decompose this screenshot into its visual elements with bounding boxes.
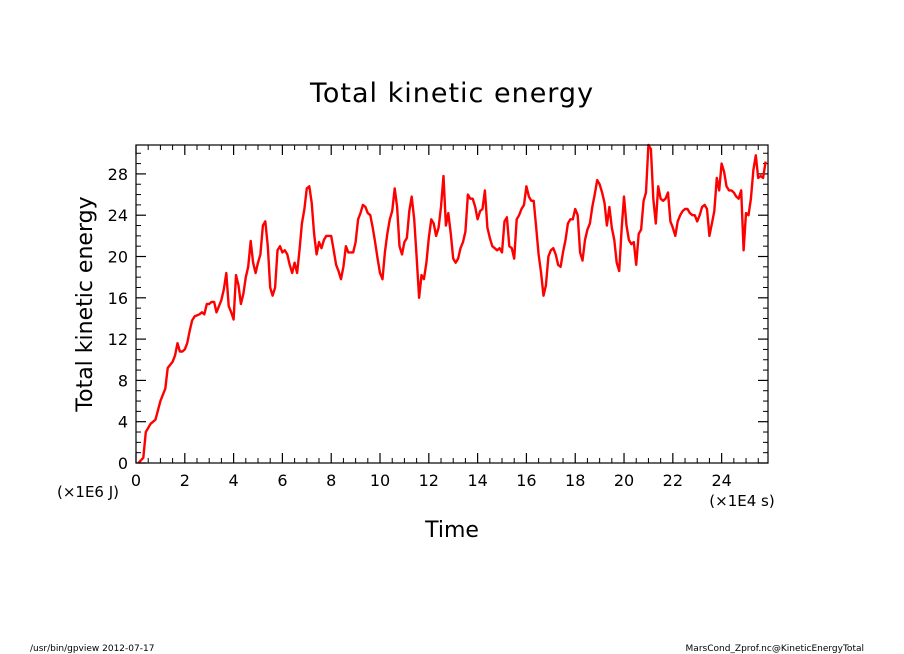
x-tick-label: 16 — [516, 471, 536, 490]
y-minor-ticks — [136, 152, 768, 454]
footer-right: MarsCond_Zprof.nc@KineticEnergyTotal — [686, 644, 864, 654]
x-tick-label: 10 — [370, 471, 390, 490]
y-unit-label: (×1E6 J) — [57, 483, 119, 501]
x-tick-label: 12 — [419, 471, 439, 490]
x-major-ticks — [135, 145, 723, 463]
y-tick-label: 16 — [108, 289, 128, 308]
x-tick-label: 0 — [131, 471, 141, 490]
y-tick-label: 0 — [118, 454, 128, 473]
x-tick-label: 18 — [565, 471, 585, 490]
x-tick-label: 24 — [711, 471, 731, 490]
plot-frame — [135, 144, 769, 464]
x-tick-label: 6 — [277, 471, 287, 490]
x-tick-label: 14 — [467, 471, 487, 490]
y-tick-label: 20 — [108, 248, 128, 267]
x-tick-label: 20 — [614, 471, 634, 490]
x-tick-label: 8 — [326, 471, 336, 490]
x-tick-label: 2 — [180, 471, 190, 490]
x-tick-label: 22 — [663, 471, 683, 490]
series-layer — [137, 143, 767, 464]
x-minor-ticks — [147, 145, 759, 463]
y-tick-label: 8 — [118, 371, 128, 390]
y-tick-label: 28 — [108, 165, 128, 184]
y-tick-labels: 0 4 8 12 16 20 24 28 — [108, 165, 128, 473]
y-tick-label: 24 — [108, 206, 128, 225]
y-tick-label: 4 — [118, 413, 128, 432]
x-tick-label: 4 — [229, 471, 239, 490]
y-major-ticks — [136, 173, 768, 464]
chart-title: Total kinetic energy — [309, 78, 594, 109]
x-tick-labels: 0 2 4 6 8 10 12 14 16 18 20 22 24 — [131, 471, 732, 490]
y-tick-label: 12 — [108, 330, 128, 349]
series-line — [137, 143, 767, 464]
footer-left: /usr/bin/gpview 2012-07-17 — [30, 644, 154, 654]
y-axis-label: Total kinetic energy — [73, 196, 98, 412]
x-unit-label: (×1E4 s) — [709, 492, 774, 510]
x-axis-label: Time — [424, 518, 479, 543]
